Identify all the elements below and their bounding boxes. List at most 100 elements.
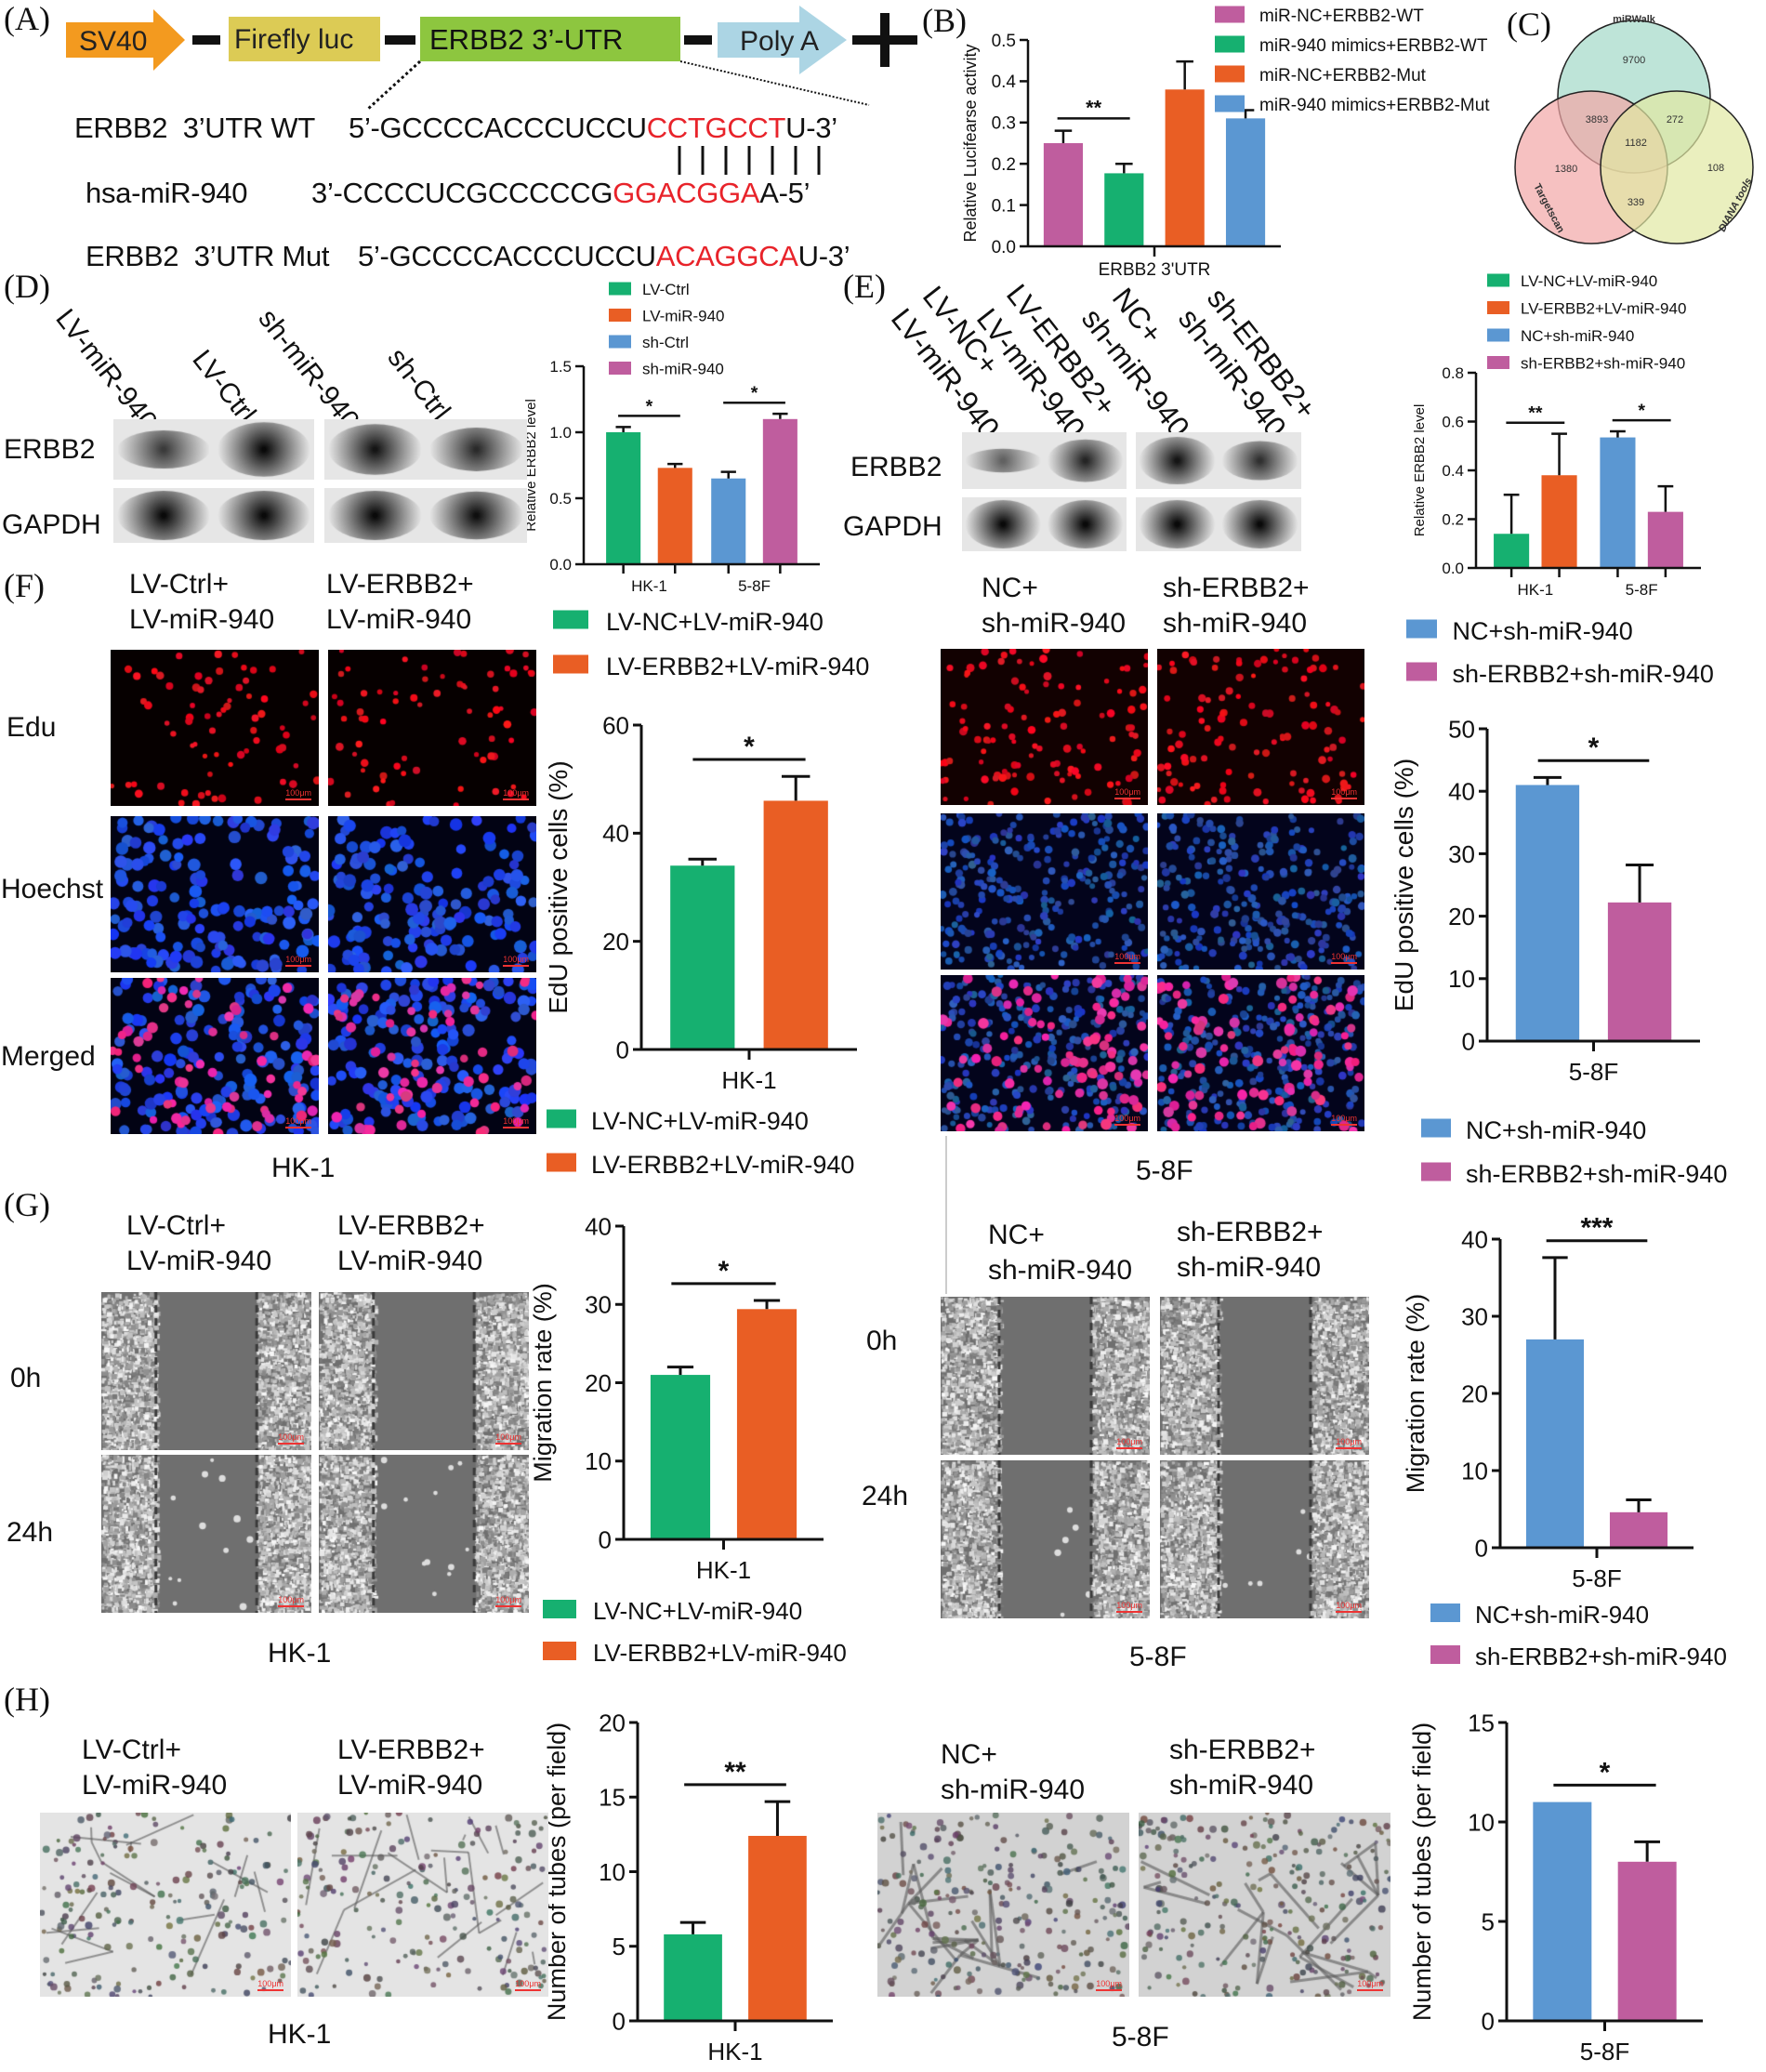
- chart-legend: LV-NC+LV-miR-940 LV-ERBB2+LV-miR-940: [547, 1107, 854, 1179]
- y-axis-label: EdU positive cells (%): [544, 760, 573, 1013]
- legend-swatch: [547, 1153, 576, 1172]
- y-tick-label: 10: [1468, 1808, 1495, 1836]
- blot-row-label: GAPDH: [843, 511, 942, 542]
- chart-legend: LV-NC+LV-miR-940 LV-ERBB2+LV-miR-940 NC+sh…: [1487, 272, 1686, 373]
- charts-layer: 0.0 0.1 0.2 0.3 0.4 0.5 ERBB2 3'UTR Relative Lu…: [523, 6, 1727, 2065]
- wound-healing-image: 100μm: [101, 1292, 311, 1450]
- y-tick-label: 0: [1462, 1027, 1475, 1055]
- wound-healing-image: 100μm: [941, 1297, 1150, 1455]
- blot-row-label: GAPDH: [2, 509, 101, 540]
- y-tick-label: 0: [599, 1525, 612, 1553]
- scale-bar: 100μm: [1357, 1980, 1383, 1991]
- bar: [606, 432, 641, 564]
- y-tick-label: 0.3: [992, 114, 1016, 134]
- tube-formation-image: 100μm: [1139, 1813, 1390, 1997]
- y-tick-label: 15: [1468, 1709, 1495, 1736]
- y-tick-label: 50: [1448, 715, 1475, 743]
- legend-swatch: [1487, 273, 1509, 287]
- cell-line-label: HK-1: [268, 1638, 332, 1669]
- seq-prefix: 5’-GCCCCACCCUCCU: [358, 240, 656, 272]
- y-tick-label: 20: [1461, 1379, 1488, 1407]
- base-pairing-lines: [678, 146, 821, 175]
- y-tick-label: 0.4: [992, 73, 1017, 92]
- y-axis-label: Relative ERBB2 level: [1412, 404, 1428, 537]
- polya-arrow-icon: [718, 6, 847, 74]
- group-header: NC+: [988, 1220, 1045, 1250]
- legend-label: LV-ERBB2+LV-miR-940: [1521, 300, 1686, 318]
- group-header: LV-Ctrl+: [82, 1735, 181, 1765]
- y-axis-label: Migration rate (%): [1402, 1294, 1430, 1494]
- legend-swatch: [553, 654, 588, 674]
- microscopy-hoechst: 100μm: [1157, 813, 1364, 970]
- chart-legend: NC+sh-miR-940 sh-ERBB2+sh-miR-940: [1430, 1601, 1727, 1670]
- venn-count: 108: [1707, 163, 1724, 174]
- panel-label-a: (A): [4, 0, 50, 37]
- y-tick-label: 5: [1482, 1907, 1495, 1935]
- wound-healing-image: 100μm: [1160, 1460, 1369, 1618]
- chart-legend: miR-NC+ERBB2-WT miR-940 mimics+ERBB2-WT mi…: [1215, 6, 1490, 115]
- blot-row-label: ERBB2: [850, 452, 942, 482]
- chart-B: 0.0 0.1 0.2 0.3 0.4 0.5 ERBB2 3'UTR Relative Lu…: [961, 6, 1490, 280]
- western-blot-band: [324, 419, 527, 480]
- y-tick-label: 10: [1448, 965, 1475, 993]
- cell-line-label: HK-1: [268, 2019, 332, 2050]
- bar: [1515, 785, 1580, 1041]
- legend-label: LV-NC+LV-miR-940: [591, 1107, 809, 1135]
- x-category-label: HK-1: [631, 577, 667, 595]
- scale-bar: 100μm: [1336, 1438, 1362, 1449]
- legend-label: LV-ERBB2+LV-miR-940: [606, 653, 869, 680]
- bar: [650, 1375, 711, 1539]
- error-bar: [781, 774, 811, 801]
- legend-label: sh-ERBB2+sh-miR-940: [1521, 355, 1685, 373]
- seq-prefix: 5’-GCCCCACCCUCCU: [349, 112, 647, 144]
- legend-label: sh-Ctrl: [642, 334, 689, 351]
- bar: [1525, 1339, 1585, 1548]
- chart-F1: 0 20 40 60 HK-1 EdU positive cells (%) * LV-NC+…: [544, 608, 869, 1179]
- microscopy-edu: 100μm: [941, 649, 1148, 805]
- row-label: 0h: [866, 1326, 898, 1356]
- chart-F2: 0 10 20 30 40 50 5-8F EdU positive cells (%) * NC…: [1390, 617, 1727, 1188]
- legend-swatch: [1430, 1645, 1460, 1664]
- y-axis-label: Relative Lucifearse activity: [961, 44, 980, 242]
- wt-label: ERBB2 3’UTR WT: [74, 112, 316, 144]
- significance-label: *: [744, 732, 755, 762]
- microscopy-merged: 100μm: [941, 975, 1148, 1131]
- significance-label: *: [1600, 1757, 1611, 1788]
- microscopy-hoechst: 100μm: [328, 816, 536, 972]
- legend-swatch: [1215, 35, 1245, 53]
- error-bar: [1634, 1840, 1661, 1862]
- legend-swatch: [543, 1600, 576, 1618]
- tube-formation-image: 100μm: [40, 1813, 291, 1997]
- tube-formation-image: 100μm: [877, 1813, 1129, 1997]
- group-header: LV-ERBB2+: [337, 1210, 485, 1241]
- panel-label-h: (H): [4, 1681, 50, 1718]
- legend-swatch: [609, 335, 631, 349]
- mut-label: ERBB2 3’UTR Mut: [86, 240, 330, 272]
- bar: [1617, 1861, 1677, 2021]
- mir-sequence: 3’-CCCCUCGCCCCCGGGACGGAA-5’: [311, 178, 810, 207]
- bar: [711, 478, 746, 564]
- error-bar: [772, 412, 788, 419]
- legend-label: sh-miR-940: [642, 361, 724, 378]
- y-tick-label: 0.6: [1442, 414, 1464, 431]
- chart-G1: 0 10 20 30 40 HK-1 Migration rate (%) * LV-NC+LV…: [529, 1212, 847, 1667]
- y-tick-label: 0.2: [992, 155, 1016, 175]
- error-bar: [679, 1920, 706, 1934]
- legend-swatch: [609, 362, 631, 375]
- bar: [1533, 1801, 1592, 2021]
- row-label: 24h: [862, 1481, 909, 1511]
- western-blot-band: [113, 419, 314, 480]
- seq-prefix: 3’-CCCCUCGCCCCCG: [311, 177, 613, 209]
- reporter-construct: SV40 Firefly luc ERBB2 3’-UTR Poly A: [66, 6, 917, 175]
- bar: [1647, 511, 1683, 568]
- venn-count: 272: [1667, 114, 1683, 125]
- scale-bar: 100μm: [1114, 1115, 1140, 1126]
- wt-sequence: 5’-GCCCCACCCUCCUCCTGCCTU-3’: [349, 113, 837, 142]
- western-blot-band: [1136, 497, 1301, 551]
- utr-box: [420, 17, 680, 61]
- scale-bar: 100μm: [1116, 1602, 1142, 1613]
- scale-bar: 100μm: [515, 1980, 541, 1991]
- y-tick-label: 40: [1461, 1225, 1488, 1253]
- error-bar: [615, 426, 631, 432]
